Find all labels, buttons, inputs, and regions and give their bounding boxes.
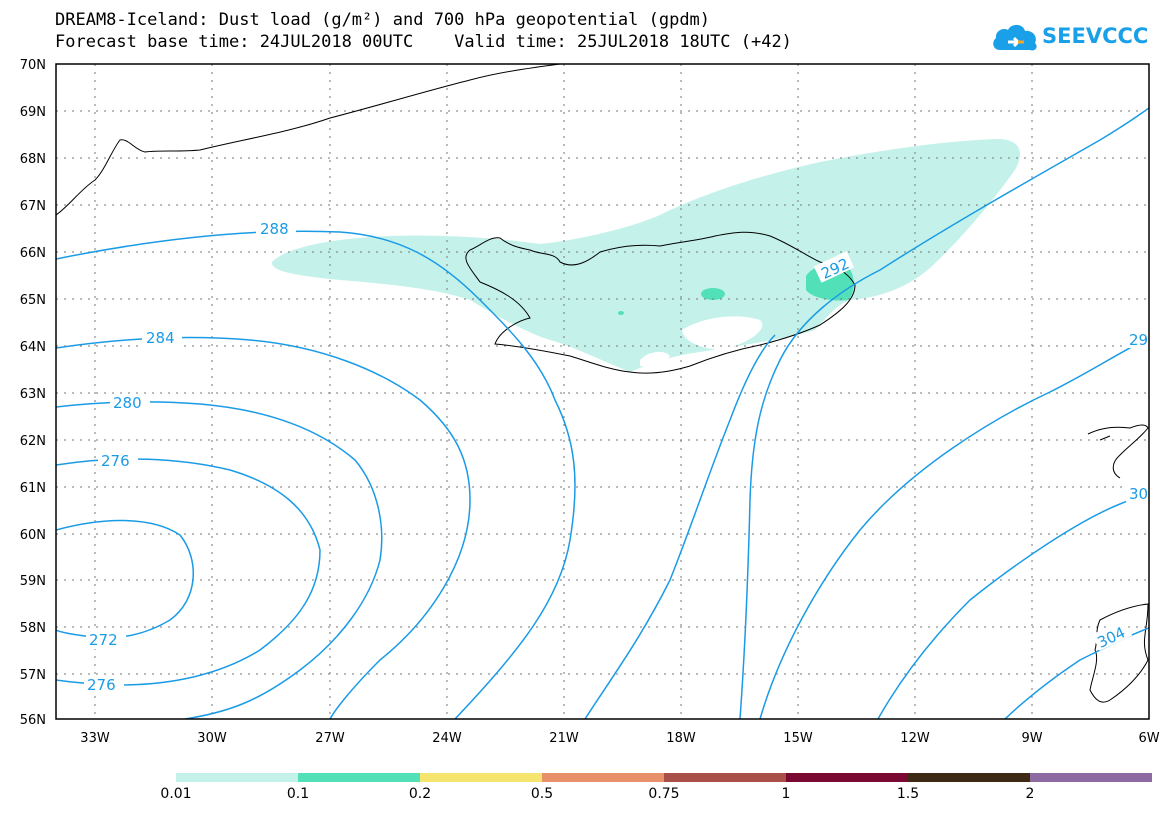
coastlines [56,64,1149,703]
lat-label: 59N [20,574,46,589]
contour-label: 29 [1129,331,1148,349]
lon-label: 18W [666,731,696,746]
contour-labels: 288 284 280 276 272 276 292 29 30 304 [84,220,1149,694]
lat-label: 56N [20,713,46,728]
lat-label: 61N [20,481,46,496]
lat-label: 67N [20,199,46,214]
dust-load-area [271,139,1020,372]
lon-label: 30W [197,731,227,746]
contour-label: 280 [113,394,142,412]
forecast-time-line: Forecast base time: 24JUL2018 00UTC Vali… [55,32,792,52]
lon-label: 9W [1021,731,1042,746]
seevccc-logo: SEEVCCC [990,18,1160,58]
lon-label: 15W [783,731,813,746]
map-frame [55,63,1150,720]
coastline-greenland [56,64,561,216]
contour-280 [56,401,383,719]
contour-292 [739,107,1149,719]
lat-label: 63N [20,387,46,402]
contour-276 [56,458,321,686]
map-area: 288 284 280 276 272 276 292 29 30 304 [56,64,1149,719]
coastline-iceland [465,231,856,374]
colorbar-label: 1.5 [896,786,920,802]
coastline-scotland [1089,603,1149,703]
contour-label: 284 [146,329,175,347]
colorbar-label: 0.75 [648,786,680,802]
contour-304 [1004,627,1149,719]
colorbar-label: 0.2 [408,786,432,802]
dust-load-spot-small [618,311,624,315]
lon-label: 12W [900,731,930,746]
lat-label: 68N [20,152,46,167]
lon-label: 33W [80,731,110,746]
glacier-gap [682,316,763,350]
lat-label: 58N [20,621,46,636]
colorbar-swatch [1030,773,1152,782]
colorbar-swatch [664,773,786,782]
colorbar-swatch [298,773,420,782]
contour-label: 276 [87,676,116,694]
contour-284 [56,336,471,719]
contour-label: 288 [260,220,289,238]
colorbar [176,773,1152,782]
contour-label: 276 [101,452,130,470]
lat-label: 65N [20,293,46,308]
latitude-labels: 70N 69N 68N 67N 66N 65N 64N 63N 62N 61N … [20,58,46,728]
lon-label: 6W [1138,731,1159,746]
dust-load-spot [701,288,725,300]
colorbar-label: 1 [781,786,791,802]
contour-label: 272 [89,631,118,649]
contour-label: 30 [1129,485,1148,503]
lon-label: 24W [432,731,462,746]
contour-272 [56,519,195,639]
colorbar-swatch [908,773,1030,782]
colorbar-swatch [786,773,908,782]
glacier-gap-sw [550,347,580,358]
lat-label: 64N [20,340,46,355]
glacier-gap-west [640,351,670,367]
map-title: DREAM8-Iceland: Dust load (g/m²) and 700… [55,10,711,30]
logo-text: SEEVCCC [1042,24,1149,48]
contour-296 [759,337,1149,719]
lon-label: 27W [315,731,345,746]
contour-300 [877,491,1149,719]
longitude-labels: 33W 30W 27W 24W 21W 18W 15W 12W 9W 6W [80,731,1159,746]
lon-label: 21W [549,731,579,746]
lat-label: 70N [20,58,46,73]
lat-label: 57N [20,668,46,683]
colorbar-label: 0.5 [530,786,554,802]
colorbar-swatch [176,773,298,782]
colorbar-label: 0.01 [160,786,192,802]
colorbar-swatch [542,773,664,782]
coastline-faroe [1087,424,1149,479]
cloud-icon [993,24,1037,51]
contour-296b [584,334,776,719]
colorbar-label: 2 [1025,786,1035,802]
lat-label: 66N [20,246,46,261]
lat-label: 62N [20,434,46,449]
colorbar-label: 0.1 [286,786,310,802]
lat-label: 60N [20,528,46,543]
grid-lines [56,64,1149,719]
colorbar-swatch [420,773,542,782]
lat-label: 69N [20,105,46,120]
